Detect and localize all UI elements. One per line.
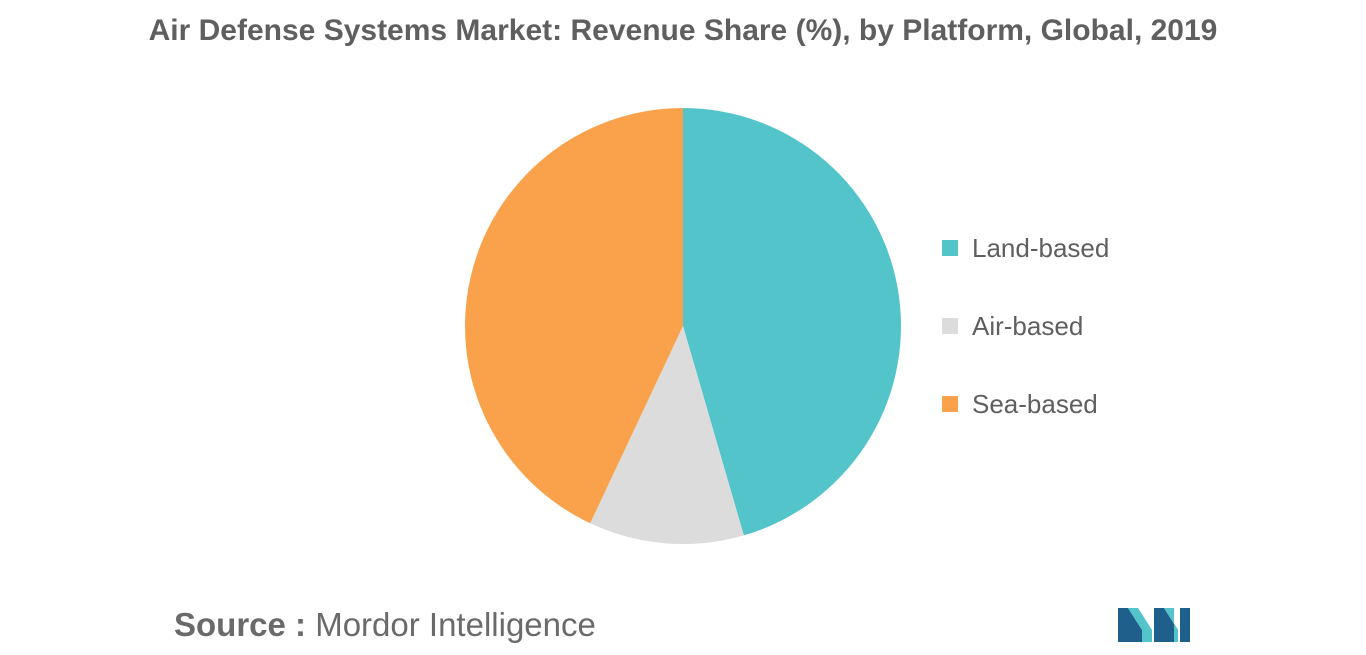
legend-item-land-based: Land-based bbox=[942, 228, 1109, 268]
pie-slice-land-based bbox=[683, 108, 901, 536]
mordor-intelligence-logo-icon bbox=[1118, 608, 1190, 642]
legend-swatch-sea-based bbox=[942, 396, 958, 412]
legend-label: Land-based bbox=[972, 232, 1110, 263]
legend-item-sea-based: Sea-based bbox=[942, 384, 1098, 424]
source-note: Source : Mordor Intelligence bbox=[174, 606, 596, 644]
pie-slice-air-based bbox=[590, 326, 744, 544]
legend-label: Sea-based bbox=[972, 388, 1098, 419]
legend-label: Air-based bbox=[972, 310, 1084, 341]
legend-swatch-air-based bbox=[942, 318, 958, 334]
source-text: Mordor Intelligence bbox=[315, 606, 596, 643]
source-label: Source : bbox=[174, 606, 307, 643]
chart-title: Air Defense Systems Market: Revenue Shar… bbox=[148, 14, 1218, 47]
legend-item-air-based: Air-based bbox=[942, 306, 1083, 346]
pie-slice-sea-based bbox=[465, 108, 683, 524]
legend-swatch-land-based bbox=[942, 240, 958, 256]
